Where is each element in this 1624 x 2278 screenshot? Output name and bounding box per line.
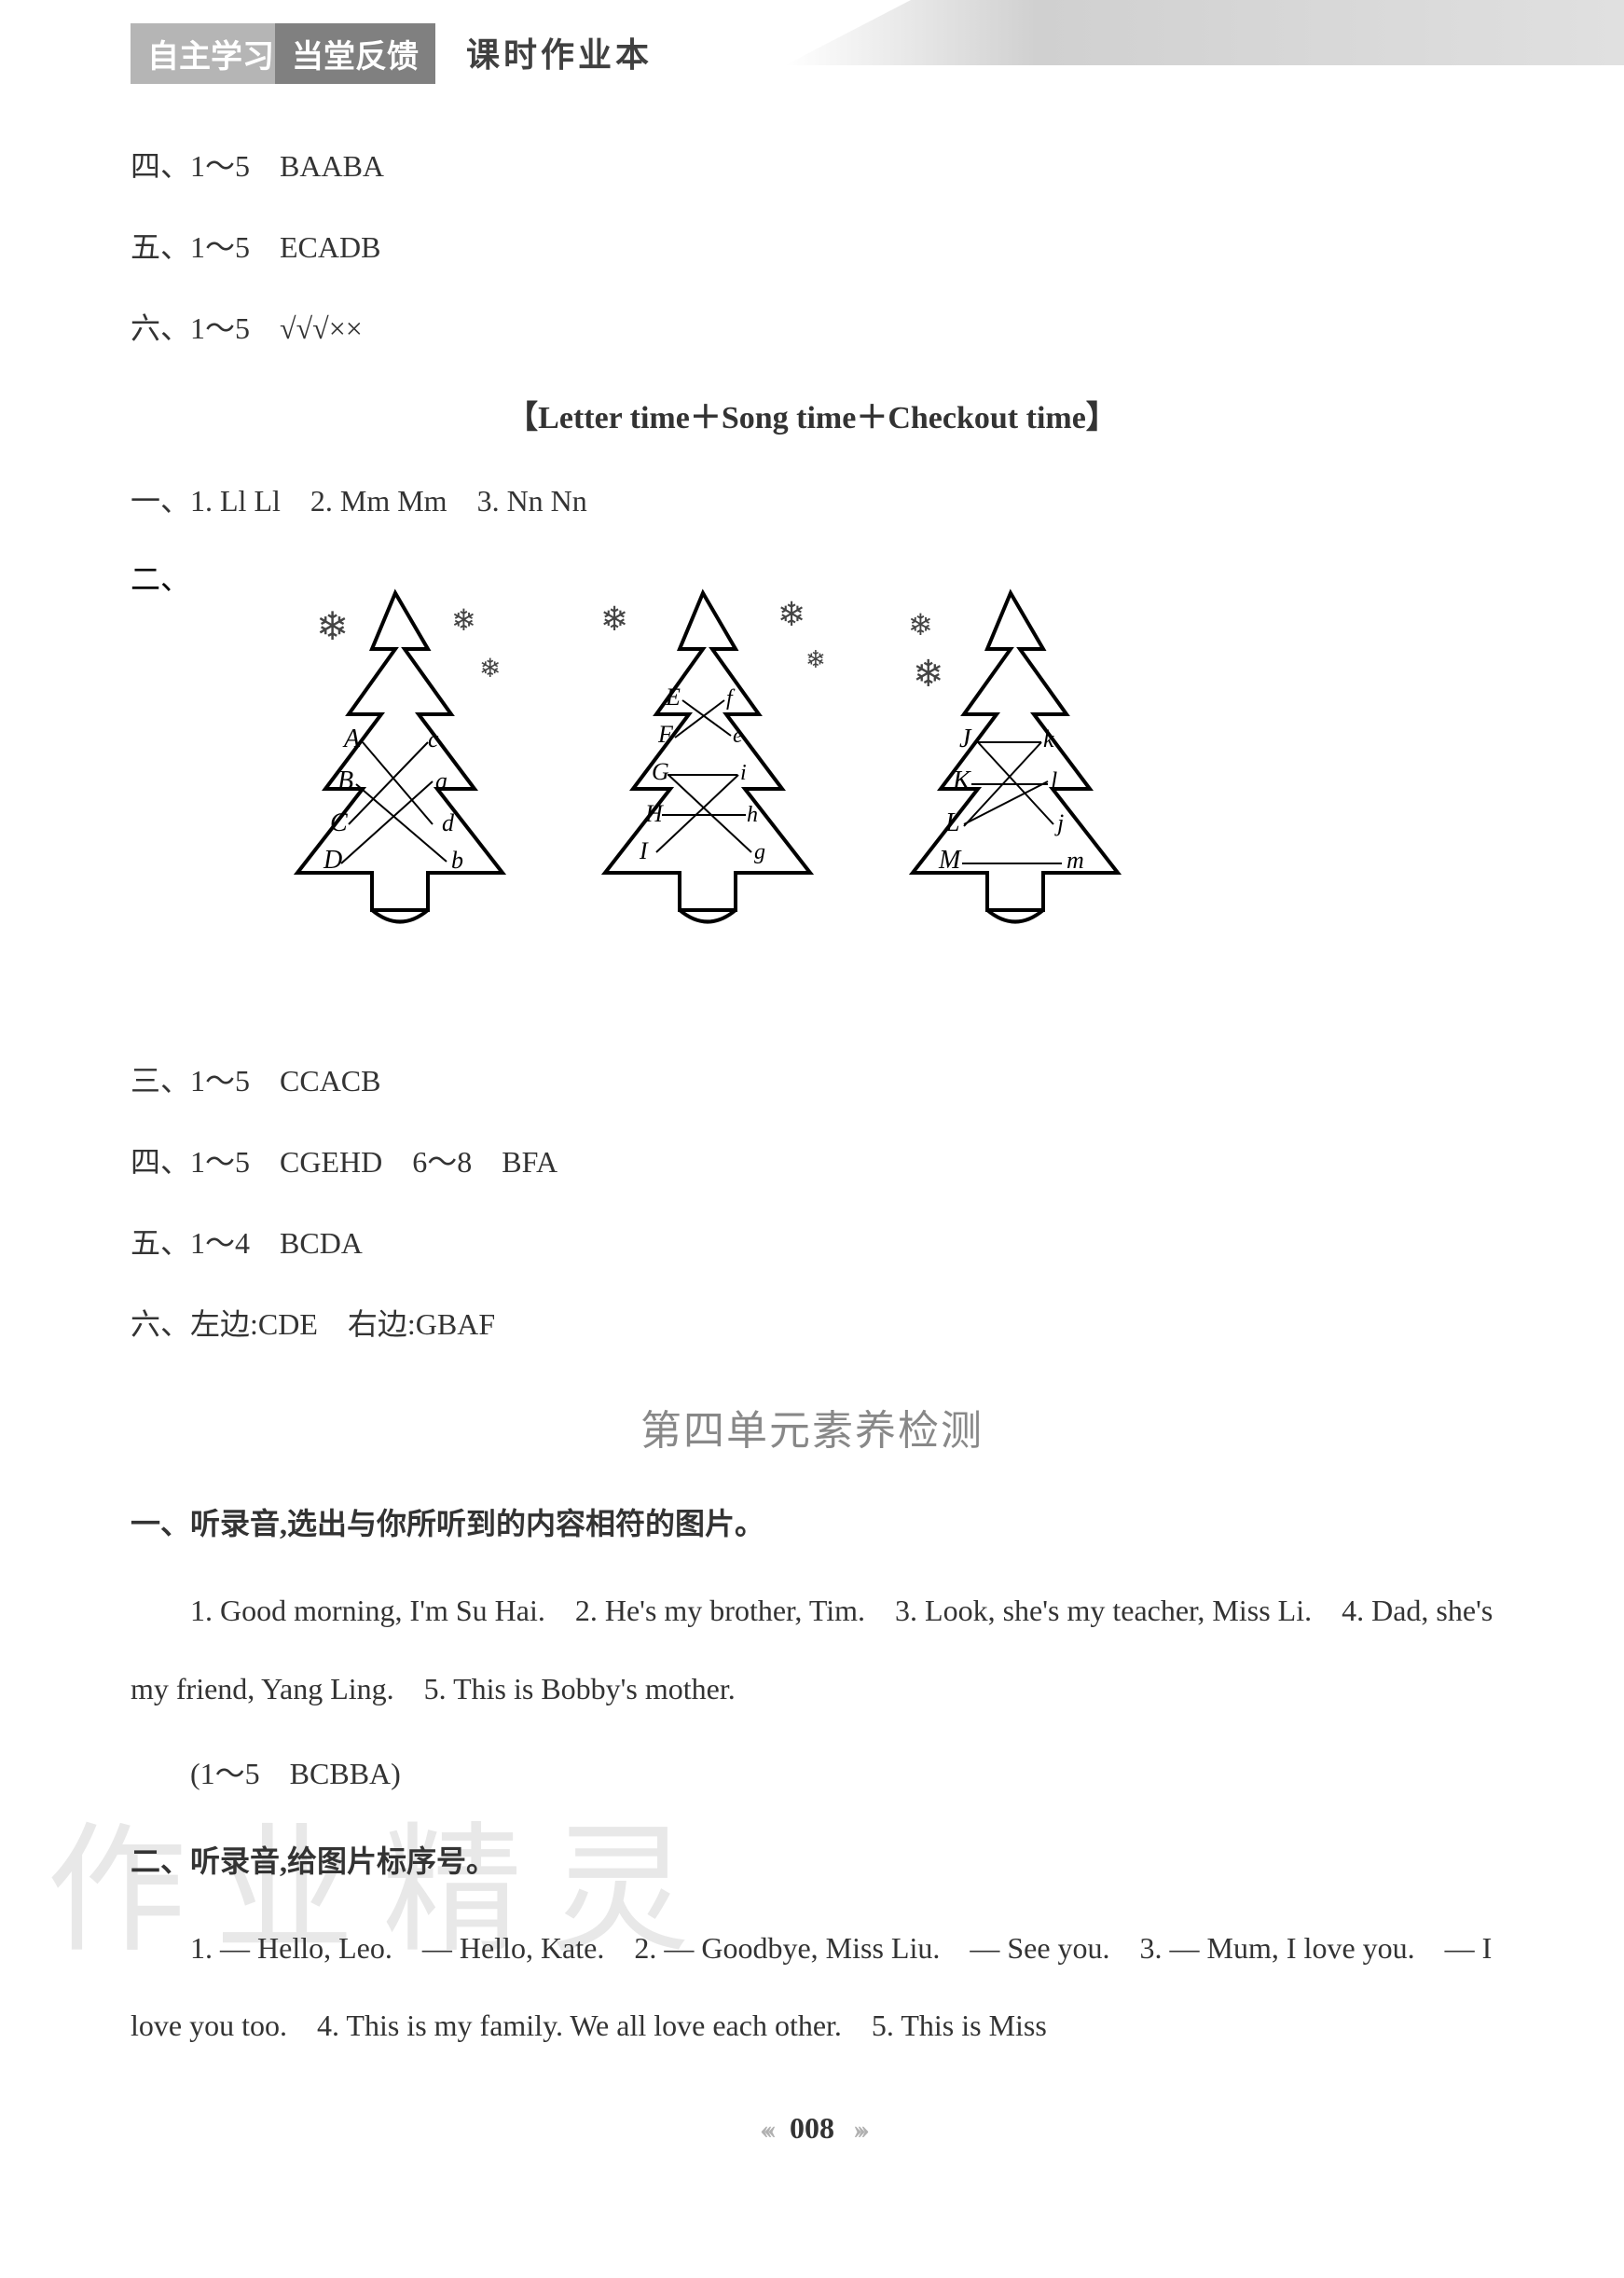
svg-text:H: H xyxy=(644,800,664,827)
svg-text:❄: ❄ xyxy=(913,653,944,695)
banner-curve xyxy=(785,0,1624,65)
trees-svg: ❄ ❄ ❄ A B C D c a d b xyxy=(265,565,1178,1013)
svg-text:e: e xyxy=(733,724,743,748)
svg-text:K: K xyxy=(952,766,971,795)
svg-text:A: A xyxy=(342,725,361,753)
unit4-q2-text: 1. — Hello, Leo. — Hello, Kate. 2. — Goo… xyxy=(131,1910,1493,2064)
page-footer: ‹‹‹ 008 ››› xyxy=(131,2111,1493,2146)
svg-text:g: g xyxy=(754,840,765,864)
letter-line-6: 六、左边:CDE 右边:GBAF xyxy=(131,1289,1493,1360)
unit4-q2-title: 二、听录音,给图片标序号。 xyxy=(131,1831,1493,1891)
svg-text:a: a xyxy=(435,767,447,794)
unit4-q1-text: 1. Good morning, I'm Su Hai. 2. He's my … xyxy=(131,1572,1493,1727)
section-two-label: 二、 xyxy=(131,546,190,599)
svg-text:❄: ❄ xyxy=(451,603,476,637)
page-number: 008 xyxy=(790,2111,834,2146)
svg-text:E: E xyxy=(665,683,681,711)
svg-text:G: G xyxy=(652,758,669,785)
svg-text:d: d xyxy=(442,809,455,836)
svg-text:I: I xyxy=(639,837,649,864)
tree-3: ❄ ❄ J K L M k l j m xyxy=(908,593,1118,922)
svg-text:❄: ❄ xyxy=(600,601,628,638)
unit4-q1-title: 一、听录音,选出与你所听到的内容相符的图片。 xyxy=(131,1494,1493,1553)
header-left-label: 自主学习 xyxy=(131,23,291,84)
svg-text:C: C xyxy=(330,808,348,837)
svg-text:M: M xyxy=(938,846,962,875)
letter-line-1: 一、1. Ll Ll 2. Mm Mm 3. Nn Nn xyxy=(131,465,1493,537)
page-arrow-left-icon: ‹‹‹ xyxy=(760,2114,771,2146)
tree-1: ❄ ❄ ❄ A B C D c a d b xyxy=(297,593,502,922)
letter-line-5: 五、1～4 BCDA xyxy=(131,1208,1493,1279)
tree-diagram: ❄ ❄ ❄ A B C D c a d b xyxy=(265,565,1178,1017)
unit4-header: 第四单元素养检测 xyxy=(131,1397,1493,1457)
svg-text:b: b xyxy=(451,847,463,874)
svg-text:❄: ❄ xyxy=(908,608,933,642)
letter-section-title: 【Letter time＋Song time＋Checkout time】 xyxy=(131,392,1493,437)
page-arrow-right-icon: ››› xyxy=(853,2114,864,2146)
svg-text:c: c xyxy=(428,725,439,752)
svg-text:i: i xyxy=(740,761,747,785)
svg-text:m: m xyxy=(1067,847,1084,874)
svg-text:J: J xyxy=(959,725,972,753)
svg-text:❄: ❄ xyxy=(316,606,349,649)
tree-2: ❄ ❄ ❄ E F G H I f e i h g xyxy=(600,593,826,922)
letter-line-4: 四、1～5 CGEHD 6～8 BFA xyxy=(131,1126,1493,1198)
unit4-q1-answer: (1～5 BCBBA) xyxy=(131,1735,1493,1813)
svg-text:k: k xyxy=(1043,725,1054,752)
svg-text:l: l xyxy=(1051,767,1057,794)
svg-text:h: h xyxy=(747,803,758,827)
answer-line-5: 五、1～5 ECADB xyxy=(131,212,1493,283)
svg-text:❄: ❄ xyxy=(479,655,501,683)
letter-line-3: 三、1～5 CCACB xyxy=(131,1045,1493,1117)
svg-text:❄: ❄ xyxy=(805,646,826,673)
svg-text:F: F xyxy=(657,721,674,748)
header-right-text: 课时作业本 xyxy=(466,28,653,76)
answer-line-6: 六、1～5 √√√×× xyxy=(131,293,1493,365)
svg-text:L: L xyxy=(944,808,960,837)
svg-text:B: B xyxy=(337,766,353,795)
header-mid-label: 当堂反馈 xyxy=(275,23,435,84)
svg-text:D: D xyxy=(323,846,342,875)
answer-line-4: 四、1～5 BAABA xyxy=(131,131,1493,202)
svg-text:❄: ❄ xyxy=(778,596,805,633)
header-banner: 自主学习 当堂反馈 课时作业本 xyxy=(131,0,1493,84)
